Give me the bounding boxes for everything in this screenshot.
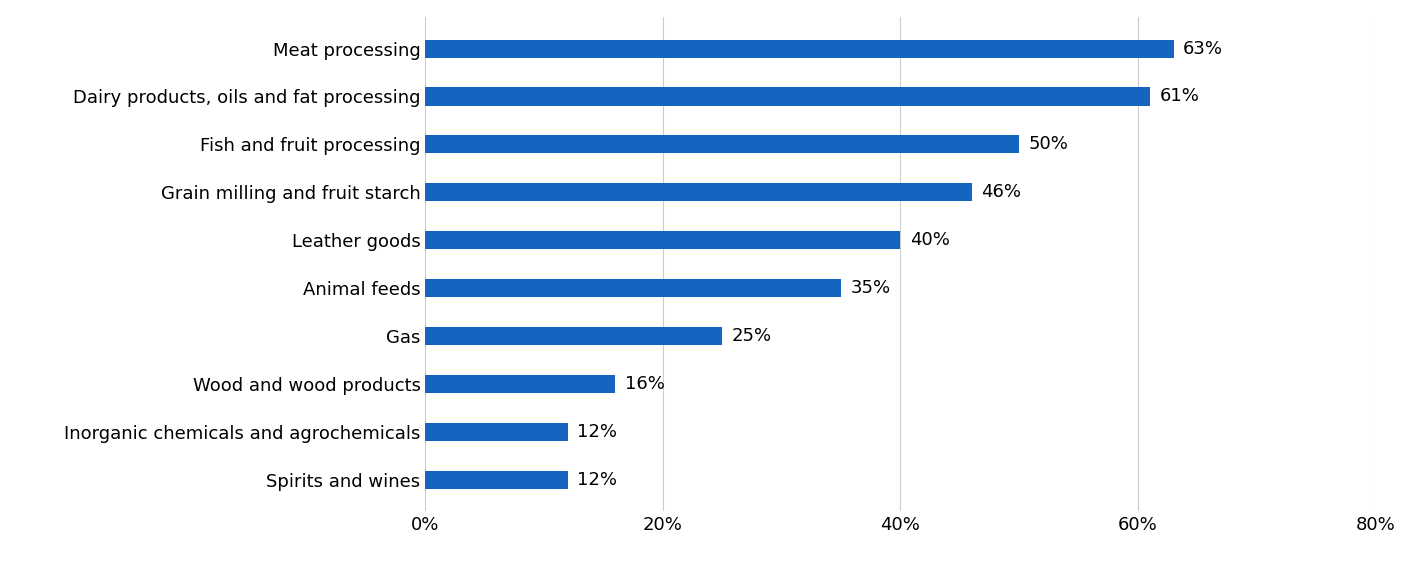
Bar	[425, 183, 971, 202]
Text: 63%: 63%	[1183, 40, 1224, 57]
Bar	[425, 87, 1150, 106]
Text: 40%: 40%	[910, 231, 950, 249]
Bar	[425, 375, 615, 393]
Text: 46%: 46%	[981, 183, 1021, 201]
Text: 35%: 35%	[851, 279, 891, 297]
Text: 16%: 16%	[625, 375, 665, 393]
Bar	[425, 135, 1020, 153]
Bar	[425, 327, 722, 345]
Bar	[425, 470, 567, 488]
Text: 25%: 25%	[732, 327, 771, 345]
Bar	[425, 231, 900, 249]
Bar	[425, 40, 1174, 58]
Bar	[425, 279, 841, 297]
Bar	[425, 423, 567, 441]
Text: 50%: 50%	[1028, 135, 1069, 153]
Text: 12%: 12%	[577, 471, 617, 488]
Text: 61%: 61%	[1160, 87, 1200, 106]
Text: 12%: 12%	[577, 423, 617, 441]
